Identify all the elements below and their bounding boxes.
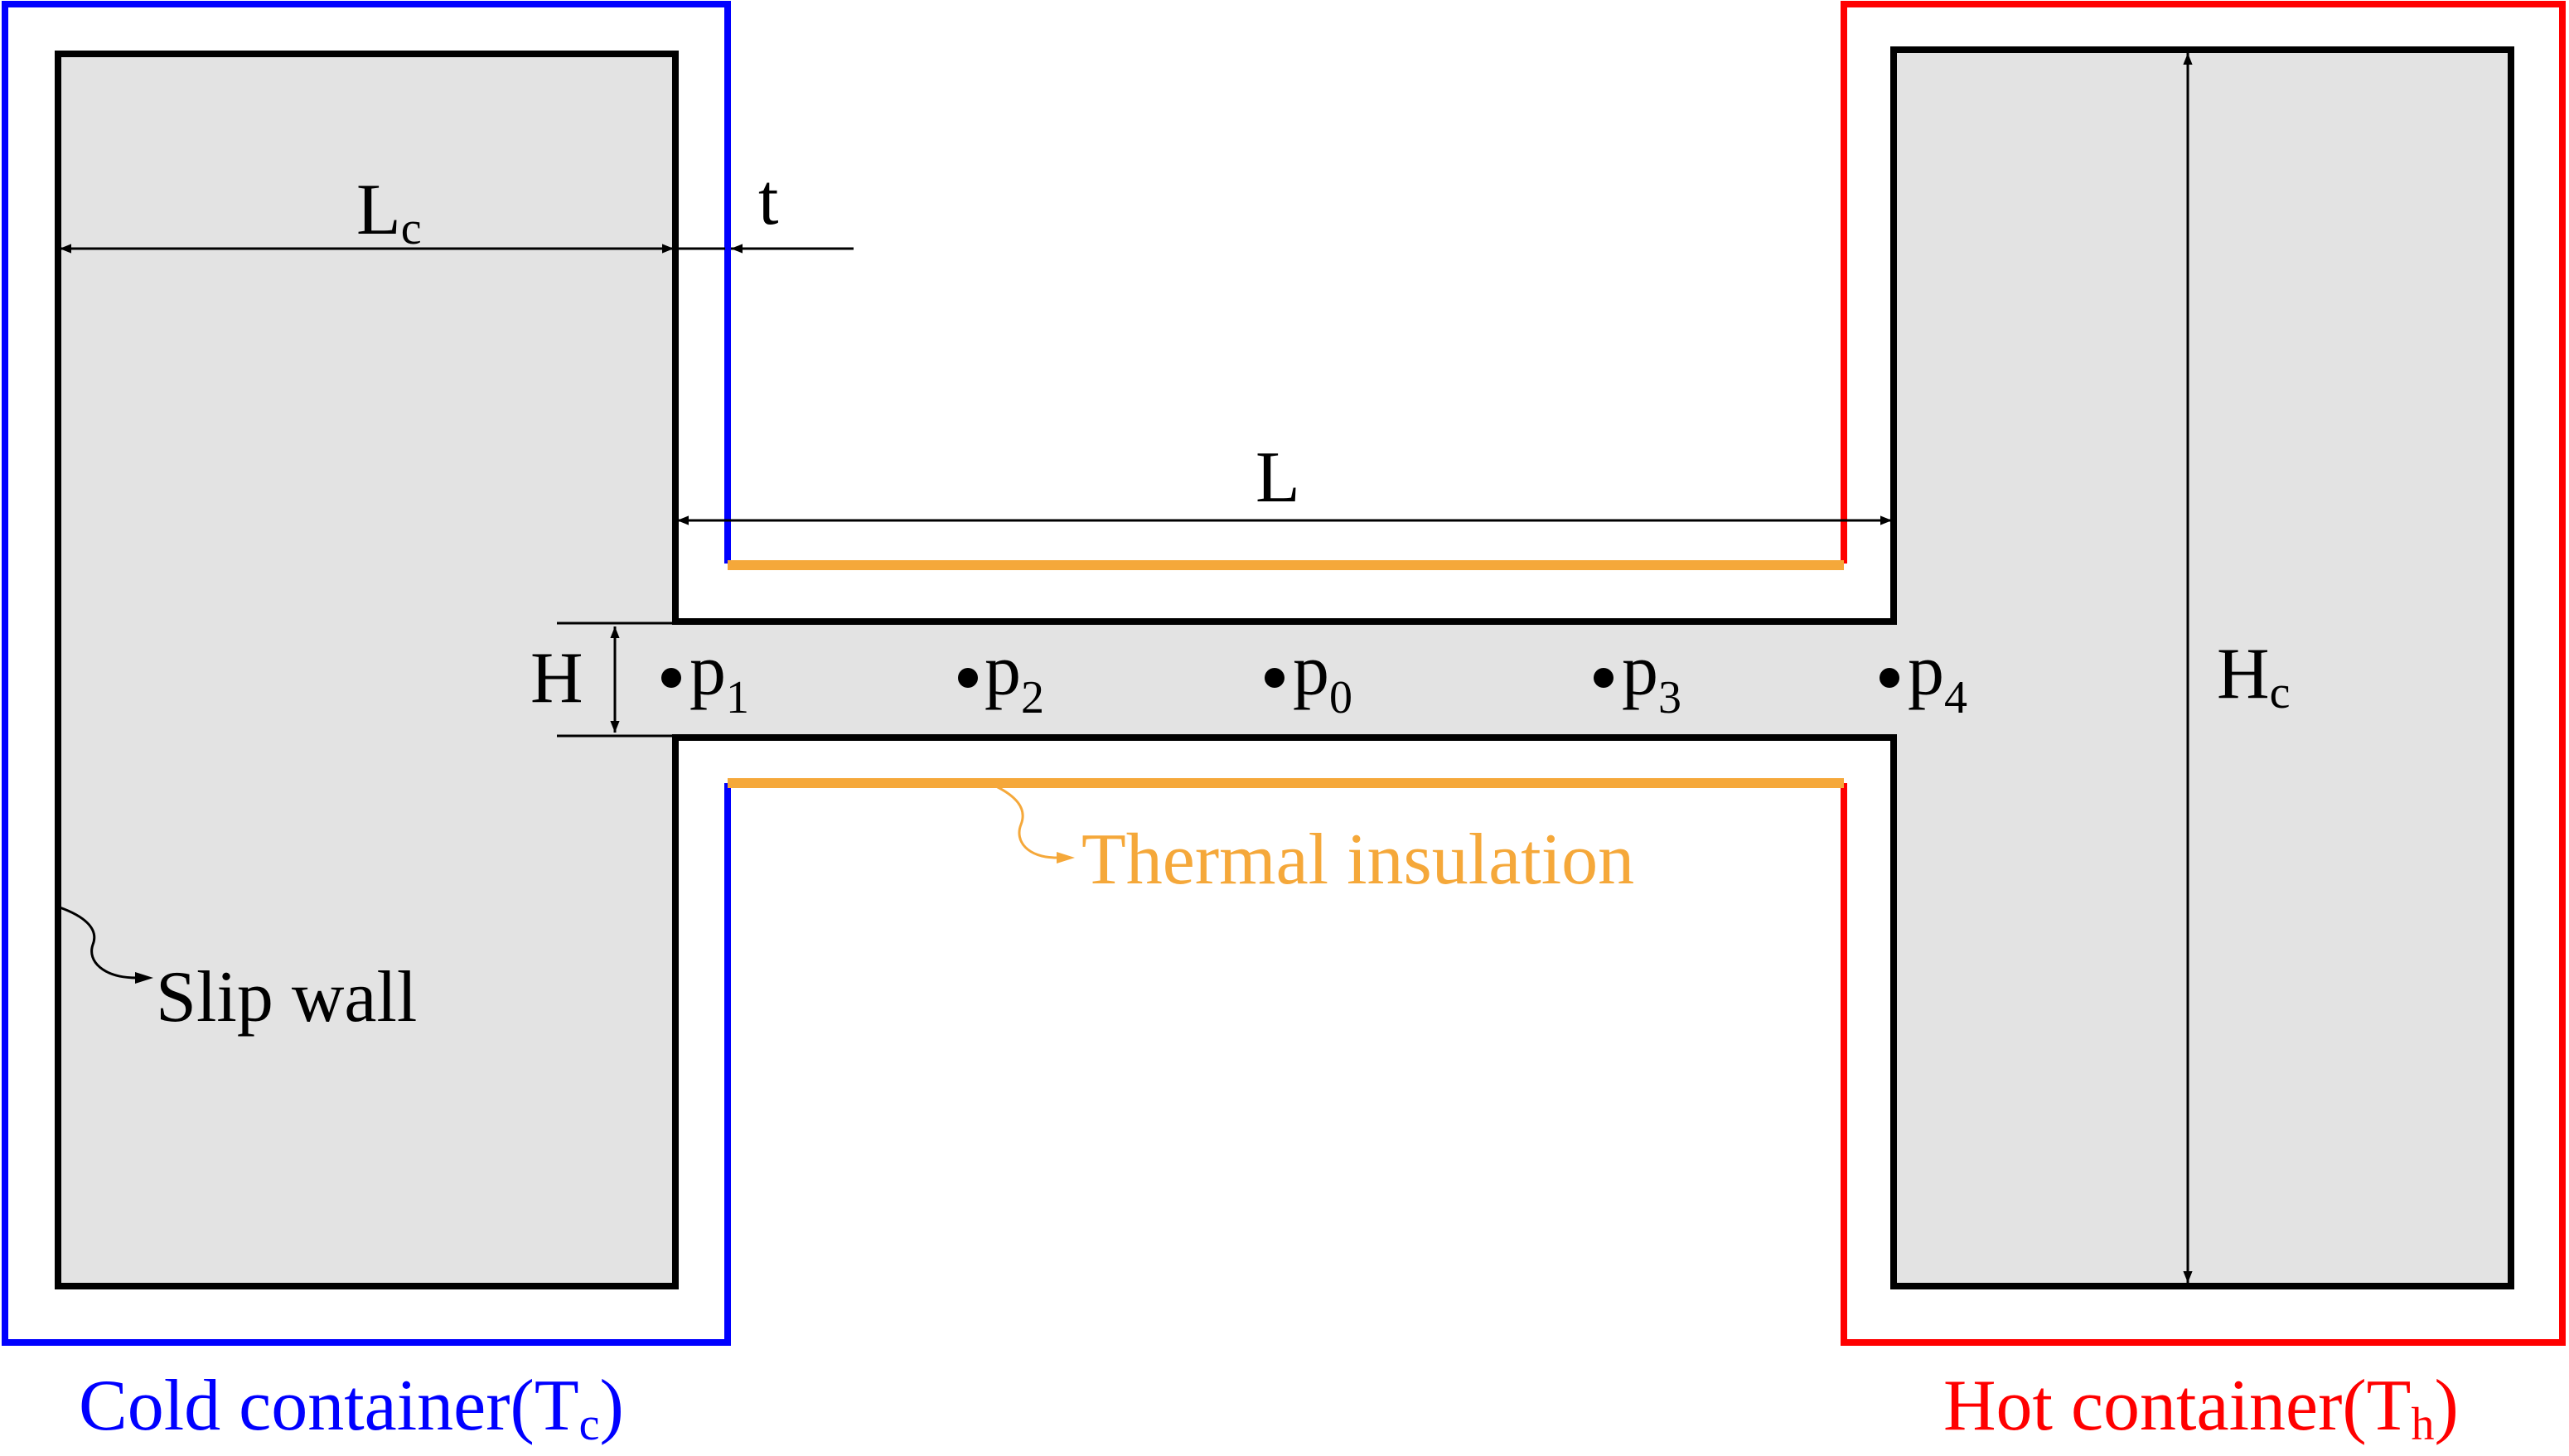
probe-p0-dot xyxy=(1265,668,1284,688)
insulation-leader-arrow xyxy=(1057,852,1075,863)
dimension-lc-label: Lc xyxy=(356,170,422,254)
probe-p4-label: p4 xyxy=(1908,631,1967,723)
probe-p1-label: p1 xyxy=(689,631,749,723)
fluid-domain xyxy=(55,46,2514,1289)
dimension-hc-label: Hc xyxy=(2217,634,2290,718)
probe-p3-label: p3 xyxy=(1622,631,1681,723)
hot-container-caption: Hot container(Th) xyxy=(1943,1366,2459,1450)
probe-p3: p3 xyxy=(1594,631,1681,723)
dimension-t-label: t xyxy=(758,160,778,240)
probe-p4: p4 xyxy=(1880,631,1967,723)
probe-p1-dot xyxy=(661,668,681,688)
probe-p2-dot xyxy=(958,668,978,688)
dimension-h-label: H xyxy=(530,638,583,718)
probe-p0-label: p0 xyxy=(1293,631,1352,723)
hot-container-wall xyxy=(1841,1,2566,1346)
probe-p1: p1 xyxy=(661,631,749,723)
probe-p2: p2 xyxy=(958,631,1044,723)
probe-p0: p0 xyxy=(1265,631,1352,723)
slip-wall-leader xyxy=(59,906,138,980)
slip-wall-leader-arrow xyxy=(135,972,153,984)
insulation-label: Thermal insulation xyxy=(1081,820,1634,900)
cold-container-caption: Cold container(Tc) xyxy=(79,1366,624,1450)
cold-container-wall xyxy=(2,1,731,1346)
dimension-l-label: L xyxy=(1255,438,1300,518)
probe-p2-label: p2 xyxy=(985,631,1044,723)
probe-p3-dot xyxy=(1594,668,1613,688)
insulation-leader xyxy=(994,784,1057,859)
probe-p4-dot xyxy=(1880,668,1899,688)
slip-wall-label: Slip wall xyxy=(156,957,417,1038)
